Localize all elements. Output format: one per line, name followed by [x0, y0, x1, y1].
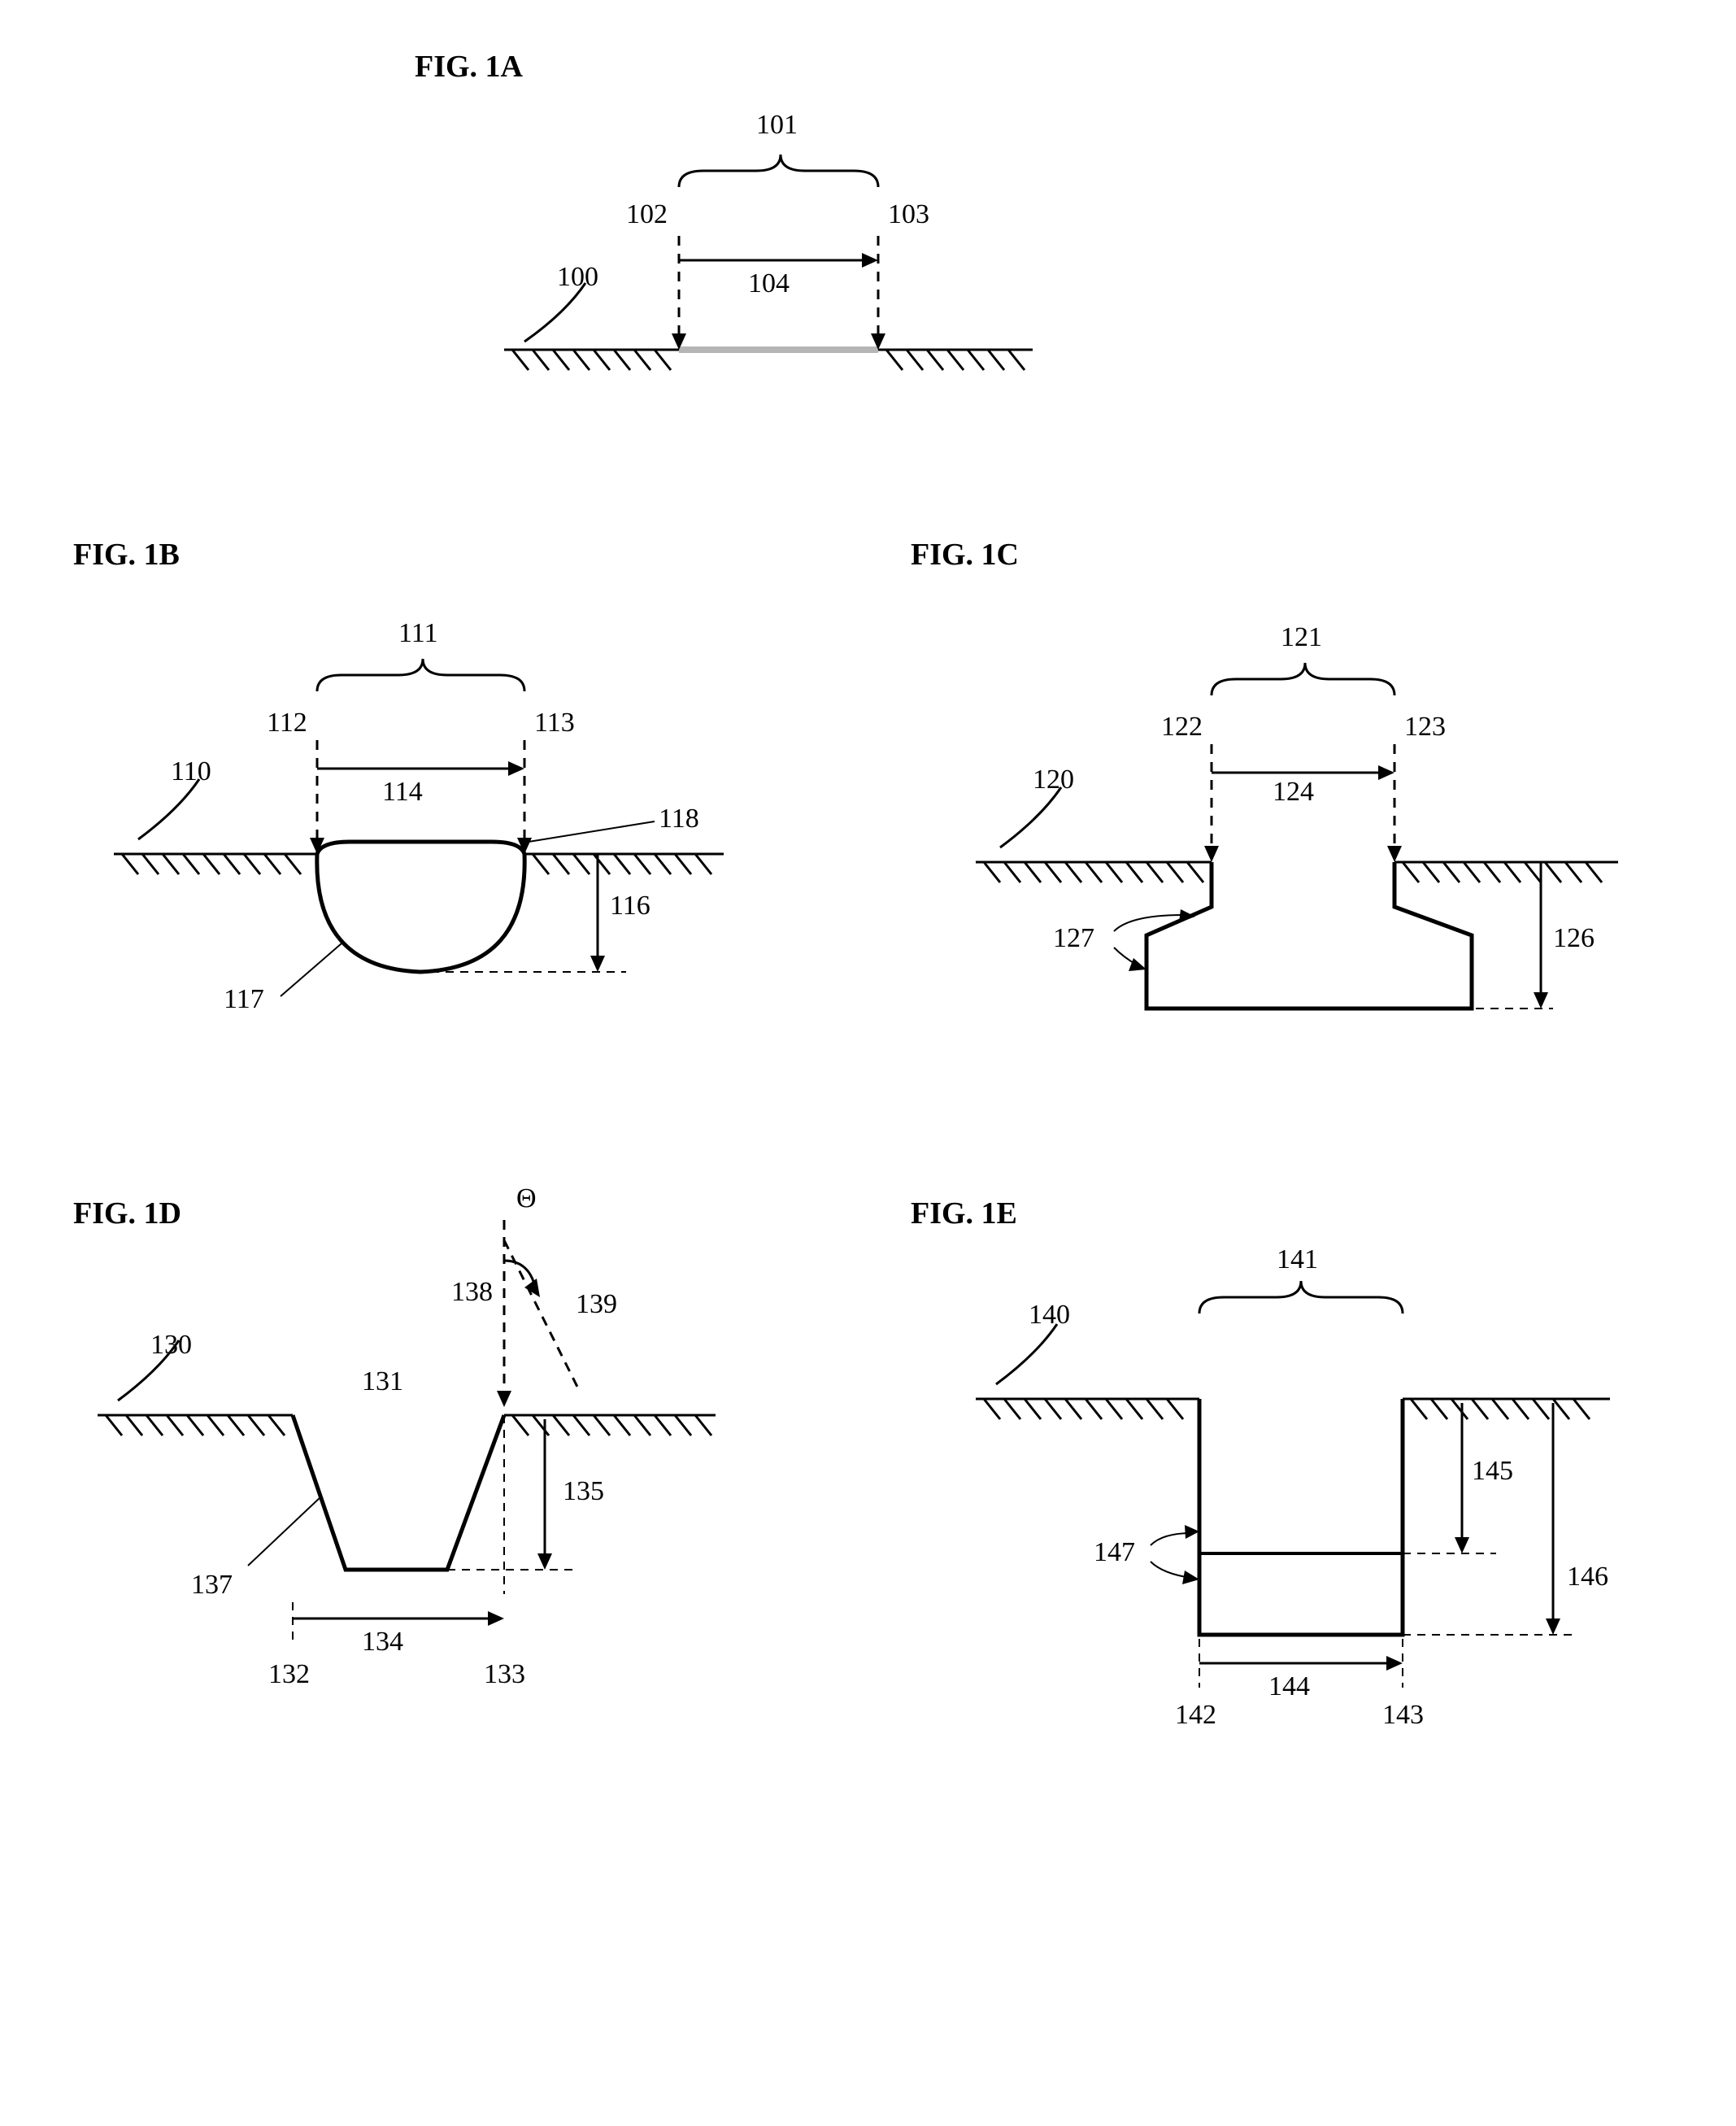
label-113: 113 [534, 708, 575, 738]
label-111: 111 [398, 618, 437, 649]
panel-fig-1d: FIG. 1D [41, 1155, 805, 1740]
label-theta: Θ [516, 1183, 537, 1214]
label-102: 102 [626, 199, 668, 230]
label-131: 131 [362, 1366, 403, 1397]
title-1c: FIG. 1C [911, 537, 1019, 573]
panel-fig-1b: FIG. 1B [41, 537, 805, 1041]
label-146: 146 [1567, 1562, 1608, 1592]
label-121: 121 [1281, 622, 1322, 653]
label-124: 124 [1273, 777, 1314, 808]
label-135: 135 [563, 1476, 604, 1507]
label-120: 120 [1033, 765, 1074, 795]
label-139: 139 [576, 1289, 617, 1320]
label-133: 133 [484, 1659, 525, 1690]
panel-fig-1e: FIG. 1E [903, 1155, 1683, 1740]
label-104: 104 [748, 268, 790, 299]
label-110: 110 [171, 756, 211, 787]
label-114: 114 [382, 777, 423, 808]
svg-1a [382, 81, 1114, 431]
label-147: 147 [1094, 1537, 1135, 1568]
title-1b: FIG. 1B [73, 537, 180, 573]
label-138: 138 [451, 1277, 493, 1308]
label-126: 126 [1553, 923, 1595, 954]
label-137: 137 [191, 1570, 233, 1601]
label-130: 130 [150, 1330, 192, 1361]
label-117: 117 [224, 984, 264, 1015]
panel-fig-1c: FIG. 1C [903, 537, 1683, 1041]
title-1a: FIG. 1A [415, 49, 523, 85]
panel-fig-1a: FIG. 1A [382, 49, 1695, 439]
label-142: 142 [1175, 1700, 1216, 1731]
label-140: 140 [1029, 1300, 1070, 1331]
label-103: 103 [888, 199, 929, 230]
label-123: 123 [1404, 712, 1446, 743]
label-100: 100 [557, 262, 598, 293]
label-112: 112 [267, 708, 307, 738]
label-127: 127 [1053, 923, 1094, 954]
label-118: 118 [659, 804, 699, 834]
label-143: 143 [1382, 1700, 1424, 1731]
label-122: 122 [1161, 712, 1203, 743]
svg-1d [41, 1155, 805, 1740]
label-144: 144 [1268, 1671, 1310, 1702]
label-134: 134 [362, 1627, 403, 1658]
label-145: 145 [1472, 1456, 1513, 1487]
svg-1c [903, 586, 1683, 1057]
label-132: 132 [268, 1659, 310, 1690]
label-101: 101 [756, 110, 798, 141]
label-141: 141 [1277, 1244, 1318, 1275]
label-116: 116 [610, 891, 650, 921]
